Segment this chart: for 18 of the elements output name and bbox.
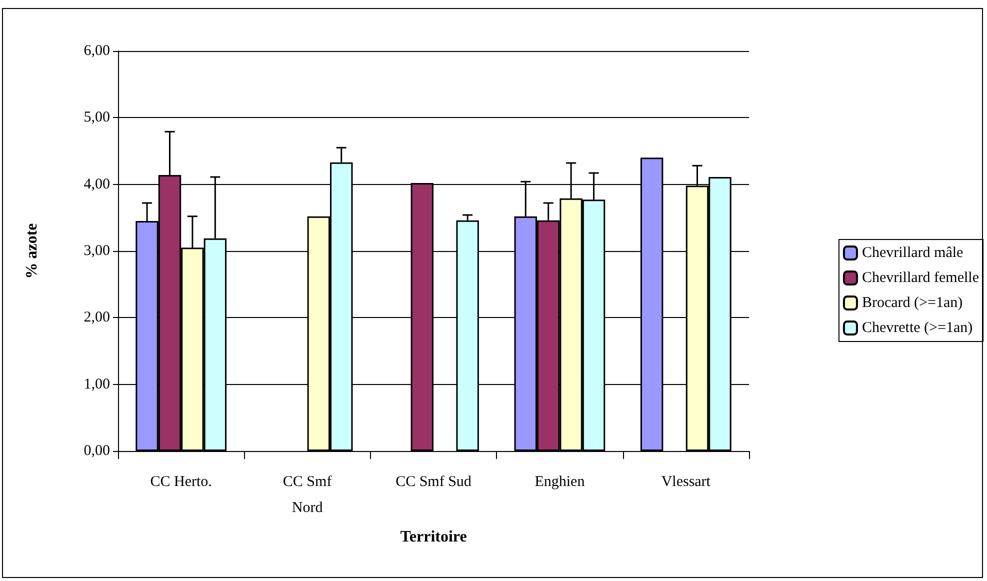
y-tick-label: 4,00 xyxy=(84,176,110,192)
x-axis-title: Territoire xyxy=(400,528,467,546)
legend-label: Chevrillard mâle xyxy=(862,245,964,261)
legend-label: Chevrette (>=1an) xyxy=(862,320,973,336)
x-tick-label: CC Smf Nord xyxy=(282,474,332,516)
legend-label: Brocard (>=1an) xyxy=(862,295,963,311)
x-tick-label: CC Smf Sud xyxy=(396,474,472,490)
y-axis-title: % azote xyxy=(24,223,40,279)
y-tick-label: 6,00 xyxy=(84,43,110,59)
y-tick-label: 3,00 xyxy=(84,243,110,259)
y-tick-label: 1,00 xyxy=(84,376,110,392)
y-tick-label: 0,00 xyxy=(84,443,110,459)
y-tick-label: 5,00 xyxy=(84,110,110,126)
x-tick-label: Enghien xyxy=(534,474,586,490)
legend-label: Chevrillard femelle xyxy=(862,270,980,286)
x-tick-label: Vlessart xyxy=(661,474,712,490)
y-tick-label: 2,00 xyxy=(84,310,110,326)
x-tick-label: CC Herto. xyxy=(150,474,212,490)
